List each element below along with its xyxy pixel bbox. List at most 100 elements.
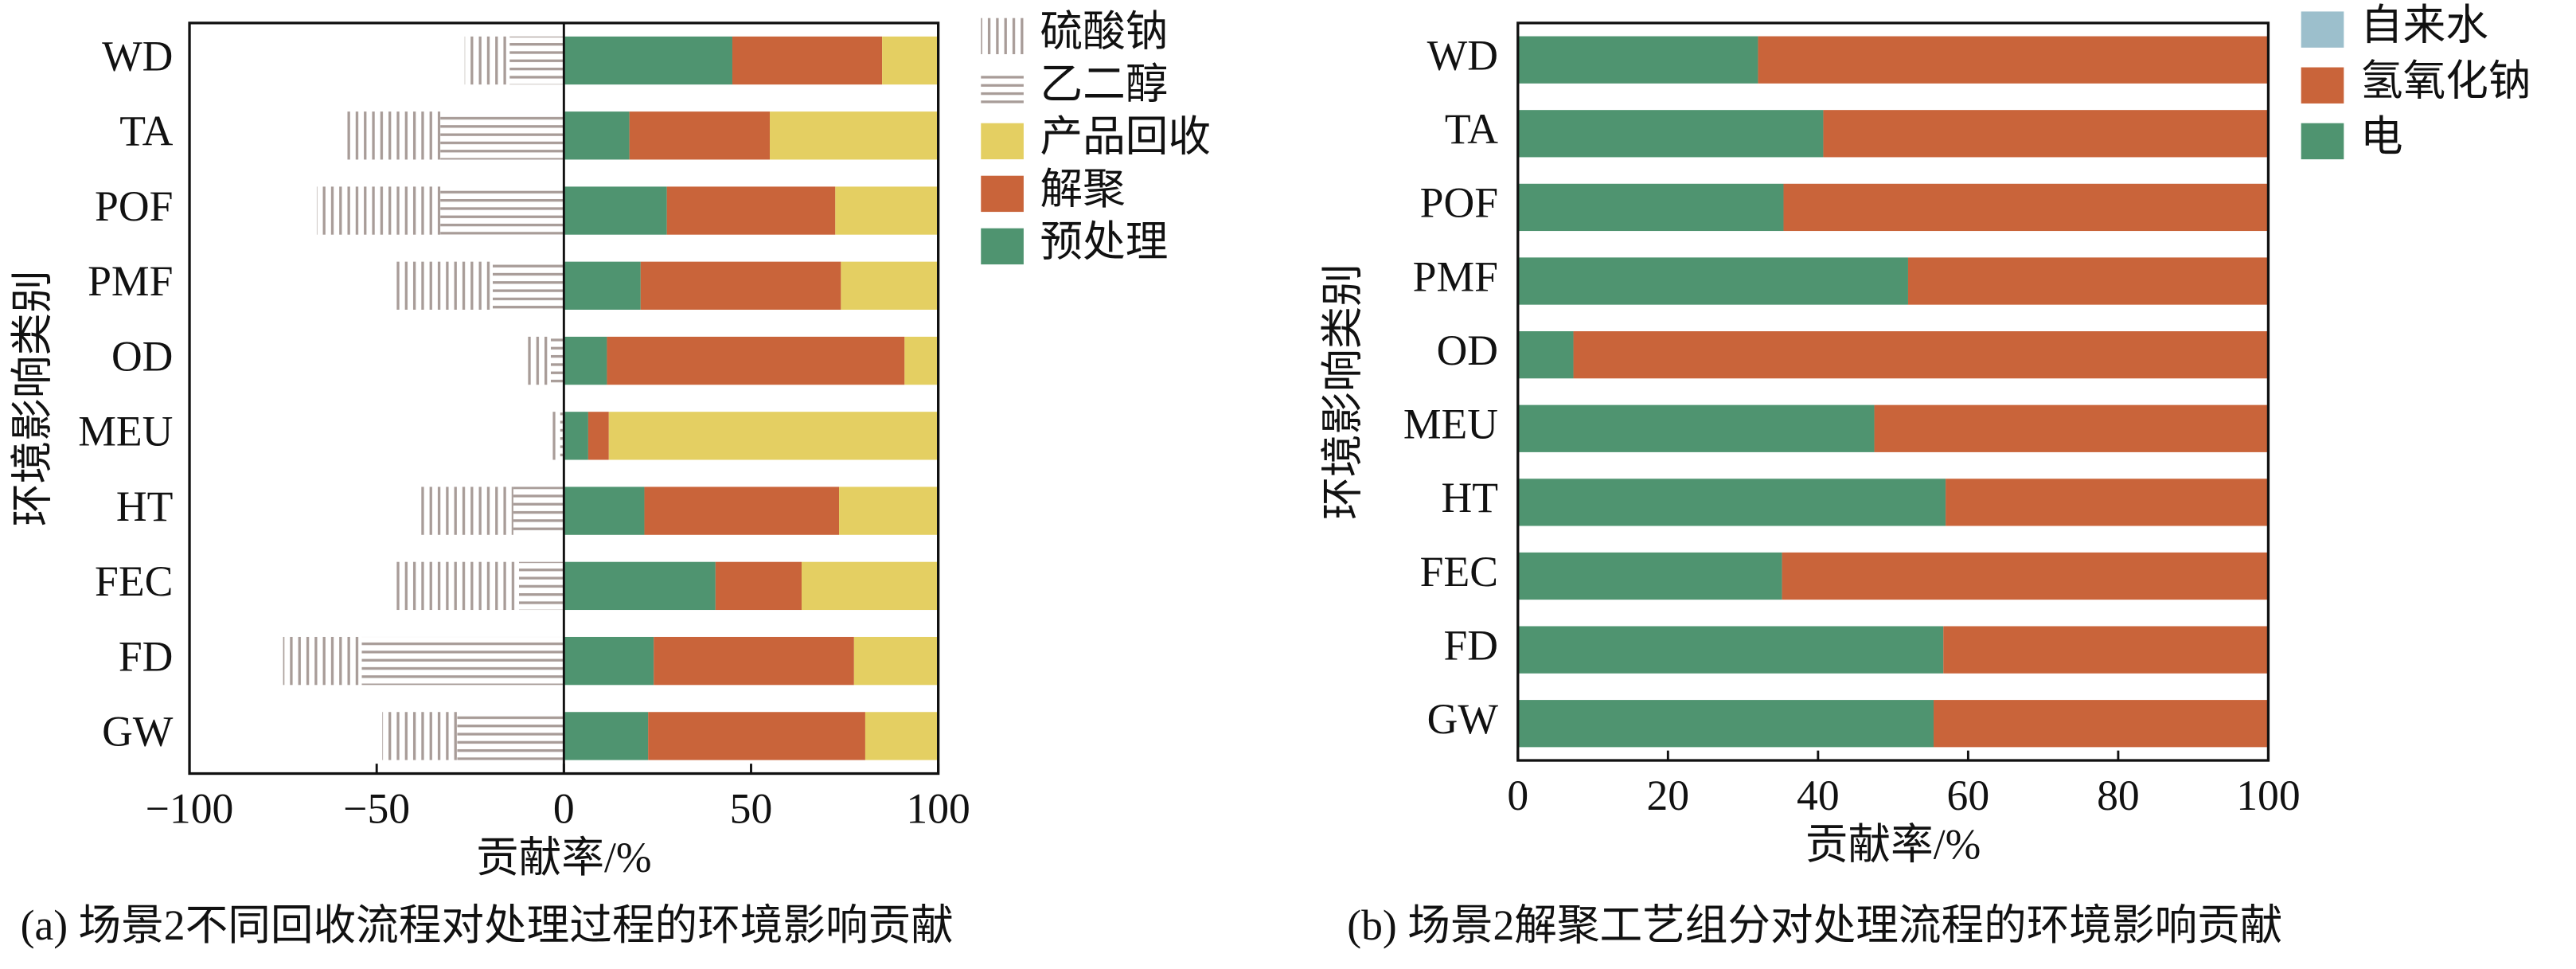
x-tick-label: 0 <box>1507 772 1528 819</box>
y-tick-label: POF <box>1420 179 1498 227</box>
bar-segment <box>1517 36 1758 84</box>
bar-segment <box>552 412 560 460</box>
x-tick-label: 80 <box>2097 772 2140 819</box>
bar-segment <box>283 636 362 686</box>
bar-segment <box>1943 626 2269 674</box>
bar-segment <box>346 111 441 160</box>
x-tick-label: 100 <box>906 784 970 832</box>
bar-segment <box>560 412 564 460</box>
bar-segment <box>865 712 939 760</box>
bar-segment <box>564 111 630 160</box>
x-tick-label: 20 <box>1646 772 1689 819</box>
bar-segment <box>564 186 667 235</box>
legend-swatch <box>2301 123 2344 160</box>
bar-segment <box>1573 331 2269 379</box>
bar-segment <box>1782 552 2269 600</box>
legend-label: 硫酸钠 <box>1040 8 1169 56</box>
bar-segment <box>492 261 564 310</box>
bar-segment <box>801 561 939 611</box>
bar-segment <box>835 186 939 235</box>
caption: (a) 场景2不同回收流程对处理过程的环境影响贡献 <box>21 901 954 949</box>
bar-segment <box>666 186 836 235</box>
y-tick-label: PMF <box>1413 252 1498 300</box>
bar-segment <box>564 336 607 385</box>
bar-segment <box>416 486 513 535</box>
bar-segment <box>1517 331 1574 379</box>
bar-segment <box>1823 110 2269 158</box>
y-axis-label: 环境影响类别 <box>9 270 57 526</box>
legend-swatch <box>981 123 1024 160</box>
bar-segment <box>564 561 716 611</box>
legend-label: 产品回收 <box>1040 113 1212 161</box>
x-axis-label: 贡献率/% <box>476 834 651 881</box>
bar-segment <box>564 712 649 760</box>
bar-segment <box>392 561 519 611</box>
bar-segment <box>1517 700 1934 748</box>
bar-segment <box>513 486 564 535</box>
bar-segment <box>608 412 939 460</box>
y-tick-label: FEC <box>1420 548 1498 596</box>
bar-segment <box>1946 479 2269 526</box>
y-tick-label: MEU <box>78 408 173 455</box>
x-tick-label: 40 <box>1797 772 1840 819</box>
legend-swatch <box>2301 67 2344 104</box>
bar-segment <box>440 186 564 235</box>
y-tick-label: FD <box>1443 621 1498 669</box>
bar-segment <box>564 36 732 85</box>
bar-segment <box>1783 183 2269 232</box>
bar-segment <box>564 486 645 535</box>
legend-label: 自来水 <box>2360 1 2488 49</box>
x-tick-label: −100 <box>146 784 234 832</box>
bar-segment <box>509 36 564 85</box>
bar-segment <box>440 111 564 160</box>
x-axis-label: 贡献率/% <box>1805 821 1981 869</box>
y-tick-label: OD <box>1437 326 1498 374</box>
bar-segment <box>457 712 564 760</box>
y-tick-label: GW <box>102 708 174 756</box>
legend-label: 电 <box>2360 113 2403 161</box>
bar-segment <box>1517 110 1824 158</box>
bar-segment <box>564 261 641 310</box>
x-tick-label: 100 <box>2236 772 2300 819</box>
bar-segment <box>715 561 802 611</box>
x-tick-label: −50 <box>343 784 410 832</box>
y-tick-label: FD <box>119 632 174 680</box>
bar-segment <box>770 111 939 160</box>
plot-frame <box>1516 21 2270 762</box>
bar-segment <box>841 261 939 310</box>
bar-segment <box>853 636 939 686</box>
legend-label: 乙二醇 <box>1040 61 1169 108</box>
bar-segment <box>464 36 510 85</box>
legend-swatch <box>981 18 1024 55</box>
bar-segment <box>395 261 493 310</box>
bar-segment <box>732 36 883 85</box>
bar-segment <box>882 36 939 85</box>
legend-label: 氢氧化钠 <box>2360 57 2531 105</box>
y-tick-label: TA <box>1445 105 1498 153</box>
bar-segment <box>361 636 564 686</box>
x-tick-label: 60 <box>1947 772 1990 819</box>
y-tick-label: PMF <box>88 257 173 305</box>
bar-segment <box>654 636 854 686</box>
bar-segment <box>648 712 865 760</box>
bar-segment <box>564 412 588 460</box>
y-tick-label: HT <box>116 483 173 530</box>
bar-segment <box>1934 700 2269 748</box>
bar-segment <box>1517 404 1875 452</box>
y-tick-label: POF <box>95 182 173 230</box>
bar-segment <box>382 712 458 760</box>
bar-segment <box>316 186 441 235</box>
bar-segment <box>587 412 609 460</box>
y-tick-label: WD <box>102 32 173 80</box>
legend-swatch <box>2301 11 2344 48</box>
bar-segment <box>640 261 841 310</box>
x-tick-label: 50 <box>730 784 773 832</box>
bar-segment <box>564 636 654 686</box>
y-tick-label: GW <box>1427 695 1499 743</box>
y-axis-label: 环境影响类别 <box>1319 264 1367 520</box>
bar-segment <box>1907 257 2269 305</box>
bar-segment <box>904 336 939 385</box>
bar-segment <box>550 336 564 385</box>
legend-label: 解聚 <box>1040 166 1126 213</box>
